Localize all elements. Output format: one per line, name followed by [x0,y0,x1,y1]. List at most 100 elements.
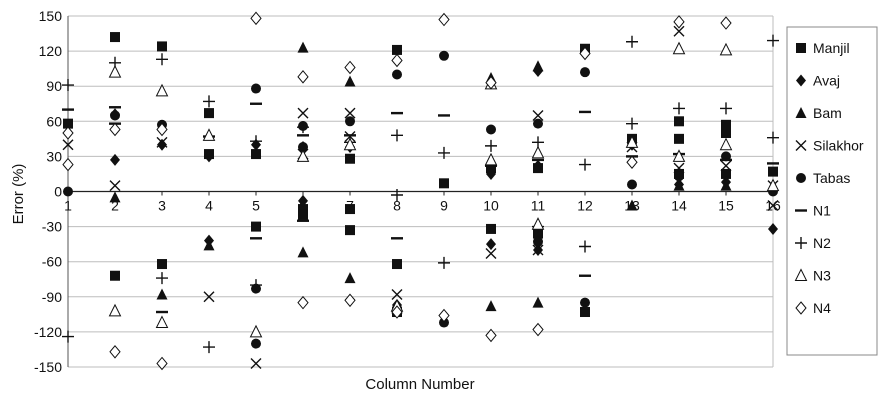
data-point-tabas [439,317,449,328]
x-tick-label: 3 [158,198,166,214]
data-point-silakhor [297,107,309,119]
data-point-tabas [63,186,73,197]
data-point-n4 [720,16,732,30]
data-point-silakhor [673,162,685,174]
legend-marker-n1 [795,209,807,212]
legend: Manjil Avaj Bam Silakhor Tabas N1 N2 N3 N4 [794,40,864,316]
data-point-bam [673,179,685,191]
data-point-bam [720,179,732,191]
data-point-bam [532,60,544,72]
data-point-silakhor [720,160,732,172]
data-point-n4 [109,122,121,137]
data-point-n2 [391,189,403,202]
data-point-silakhor [62,139,74,151]
data-point-n4 [532,322,544,337]
data-point-tabas [533,236,543,247]
data-point-avaj [486,238,496,251]
legend-box [786,26,878,356]
data-point-tabas [486,124,496,135]
y-tick-label: -30 [42,219,62,235]
data-point-avaj [298,194,308,207]
data-point-manjil [63,118,73,129]
data-point-manjil [439,178,449,189]
data-point-silakhor [485,248,497,260]
data-point-silakhor [532,244,544,256]
data-point-n2 [203,95,215,108]
y-tick-label: -150 [34,359,62,375]
x-tick-label: 4 [205,198,213,214]
data-point-n2 [673,102,685,115]
data-point-n4 [344,293,356,308]
data-point-n2 [156,53,168,66]
data-point-n2 [438,256,450,269]
data-point-tabas [580,297,590,308]
data-point-n3 [531,217,545,230]
data-point-tabas [533,118,543,129]
data-point-silakhor [156,136,168,148]
data-point-bam [344,75,356,87]
y-tick-label: 120 [39,43,63,59]
data-point-tabas [439,50,449,61]
data-point-n4 [673,15,685,29]
legend-label-n1: N1 [813,203,831,219]
data-point-n2 [438,146,450,159]
x-tick-label: 12 [577,198,593,214]
data-point-manjil [533,228,543,239]
data-point-n2 [626,117,638,130]
legend-marker-n2 [795,237,807,249]
data-point-n3 [531,145,545,159]
legend-marker-avaj [796,74,806,87]
data-point-n3 [625,135,639,148]
data-point-n2 [250,279,262,292]
data-point-n3 [719,137,733,151]
data-point-manjil [204,108,214,119]
data-point-manjil [674,133,684,144]
data-point-n4 [438,12,450,27]
data-point-n4 [297,70,309,84]
data-point-bam [297,246,309,258]
data-point-tabas [345,116,355,127]
legend-marker-n3 [794,268,808,281]
data-point-n4 [62,157,74,172]
data-point-n2 [297,121,309,134]
data-point-avaj [768,222,778,235]
data-point-n3 [672,149,686,162]
data-point-manjil [580,307,590,318]
data-point-n2 [767,34,779,47]
data-point-n4 [391,53,403,68]
legend-marker-tabas [796,173,806,183]
data-point-tabas [110,110,120,121]
data-point-silakhor [250,357,262,369]
data-point-n3 [672,41,686,55]
data-point-n3 [155,83,169,97]
data-point-silakhor [344,107,356,119]
data-point-n1 [720,158,732,162]
data-point-tabas [298,142,308,153]
data-point-n3 [202,128,216,141]
data-point-silakhor [109,180,121,192]
x-tick-label: 5 [252,198,260,214]
data-point-n3 [155,315,169,329]
data-point-manjil [721,128,731,138]
data-point-manjil [110,32,120,43]
data-point-bam [344,272,356,284]
data-point-tabas [251,83,261,94]
data-point-manjil [298,204,308,215]
legend-label-bam: Bam [813,105,842,121]
data-point-n4 [485,75,497,90]
legend-label-tabas: Tabas [813,170,850,186]
data-point-n4 [391,305,403,319]
data-point-n2 [250,135,262,148]
data-point-bam [532,296,544,308]
legend-marker-silakhor [795,140,807,151]
y-tick-label: 60 [46,113,62,129]
data-point-n4 [156,356,168,371]
x-tick-label: 15 [718,198,734,214]
data-point-manjil [298,209,308,220]
y-tick-label: 0 [54,184,62,200]
data-point-manjil [157,259,167,270]
x-tick-label: 11 [531,198,546,214]
x-tick-label: 2 [111,198,119,214]
y-axis-title: Error (%) [10,164,27,225]
data-point-n3 [343,137,357,151]
